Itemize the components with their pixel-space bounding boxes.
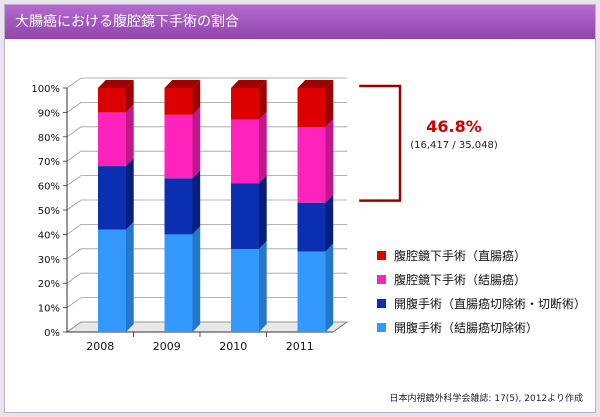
bar-segment-top xyxy=(231,80,267,88)
legend-item: 腹腔鏡下手術（結腸癌） xyxy=(377,267,586,291)
bar-segment xyxy=(98,166,126,230)
y-tick-label: 30% xyxy=(38,255,60,266)
bar-segment-top xyxy=(164,80,201,88)
legend-swatch xyxy=(377,250,386,260)
bar-segment xyxy=(98,229,126,332)
bar-segment-side xyxy=(325,243,334,332)
bar-segment xyxy=(164,178,193,235)
x-tick-label: 2009 xyxy=(153,340,181,353)
laparoscopy-share-callout: 46.8% (16,417 / 35,048) xyxy=(409,117,499,153)
y-tick-label: 90% xyxy=(38,108,60,119)
chart-title: 大腸癌における腹腔鏡下手術の割合 xyxy=(15,14,239,30)
bar-segment-side xyxy=(259,241,267,332)
legend-swatch xyxy=(377,322,386,332)
legend-item: 開腹手術（結腸癌切除術） xyxy=(377,315,586,339)
x-tick-label: 2010 xyxy=(219,340,247,353)
y-tick-label: 70% xyxy=(38,157,60,168)
bar-segment xyxy=(164,234,193,332)
y-tick-label: 20% xyxy=(38,279,60,290)
legend: 腹腔鏡下手術（直腸癌） 腹腔鏡下手術（結腸癌） 開腹手術（直腸癌切除術・切断術） 開腹… xyxy=(377,243,586,339)
chart-plot: 0% 10% 20% 30% 40% 50% 60% 70% 80% 90% 100% 2008 200… xyxy=(31,77,402,353)
bar-segment-side xyxy=(192,226,201,332)
bar-segment-side xyxy=(192,106,201,179)
gridline xyxy=(66,77,347,89)
x-tick-label: 2011 xyxy=(286,340,314,353)
y-tick-label: 80% xyxy=(38,133,60,144)
bar-segment-side xyxy=(126,80,134,113)
bar-segment-side xyxy=(126,221,134,332)
legend-label: 腹腔鏡下手術（結腸癌） xyxy=(394,272,527,287)
source-caption: 日本内視鏡外科学会雑誌: 17(5), 2012より作成 xyxy=(389,394,583,404)
bar-segment xyxy=(297,251,326,332)
bar-segment xyxy=(231,119,259,184)
bar-segment xyxy=(98,88,126,113)
bar-segment-side xyxy=(192,80,201,115)
bar-segment xyxy=(164,88,193,115)
bar-segment-top xyxy=(297,80,334,88)
highlight-bracket xyxy=(359,84,402,202)
legend-item: 開腹手術（直腸癌切除術・切断術） xyxy=(377,291,586,315)
laparoscopy-share-ratio: (16,417 / 35,048) xyxy=(410,140,498,151)
bar-segment xyxy=(297,202,326,252)
y-tick-label: 40% xyxy=(38,230,60,241)
bar-segment-side xyxy=(126,158,134,230)
legend-item: 腹腔鏡下手術（直腸癌） xyxy=(377,243,586,267)
bar-segment xyxy=(98,112,126,167)
bar-segment xyxy=(297,88,326,128)
chart-panel: 大腸癌における腹腔鏡下手術の割合 0% 10% 20% 30% 40% 50% 60% 70%… xyxy=(4,4,596,413)
bar-segment-side xyxy=(259,111,267,184)
legend-swatch xyxy=(377,298,386,308)
legend-label: 開腹手術（結腸癌切除術） xyxy=(394,320,539,335)
y-tick-label: 60% xyxy=(38,182,60,193)
bar-segment-side xyxy=(259,80,267,120)
bar-segment xyxy=(297,127,326,203)
x-tick-label: 2008 xyxy=(86,340,114,353)
y-tick-label: 100% xyxy=(31,84,60,95)
legend-label: 開腹手術（直腸癌切除術・切断術） xyxy=(394,296,587,311)
bar-segment-side xyxy=(325,119,334,203)
y-tick-label: 0% xyxy=(44,328,60,339)
bar-segment xyxy=(164,114,193,179)
legend-swatch xyxy=(377,274,386,284)
bar-segment xyxy=(231,88,259,120)
bar-segment-side xyxy=(325,80,334,128)
bar-segment-side xyxy=(126,104,134,167)
y-tick-label: 50% xyxy=(38,206,60,217)
title-bar: 大腸癌における腹腔鏡下手術の割合 xyxy=(5,5,595,39)
y-tick-label: 10% xyxy=(38,304,60,315)
bar-segment xyxy=(231,249,259,332)
bar-segment-top xyxy=(98,80,134,88)
legend-label: 腹腔鏡下手術（直腸癌） xyxy=(394,248,527,263)
laparoscopy-share-percent: 46.8% xyxy=(426,117,482,136)
bar-segment-side xyxy=(192,170,201,235)
bar-segment-side xyxy=(325,194,334,252)
bar-segment-side xyxy=(259,175,267,250)
bar-segment xyxy=(231,183,259,250)
